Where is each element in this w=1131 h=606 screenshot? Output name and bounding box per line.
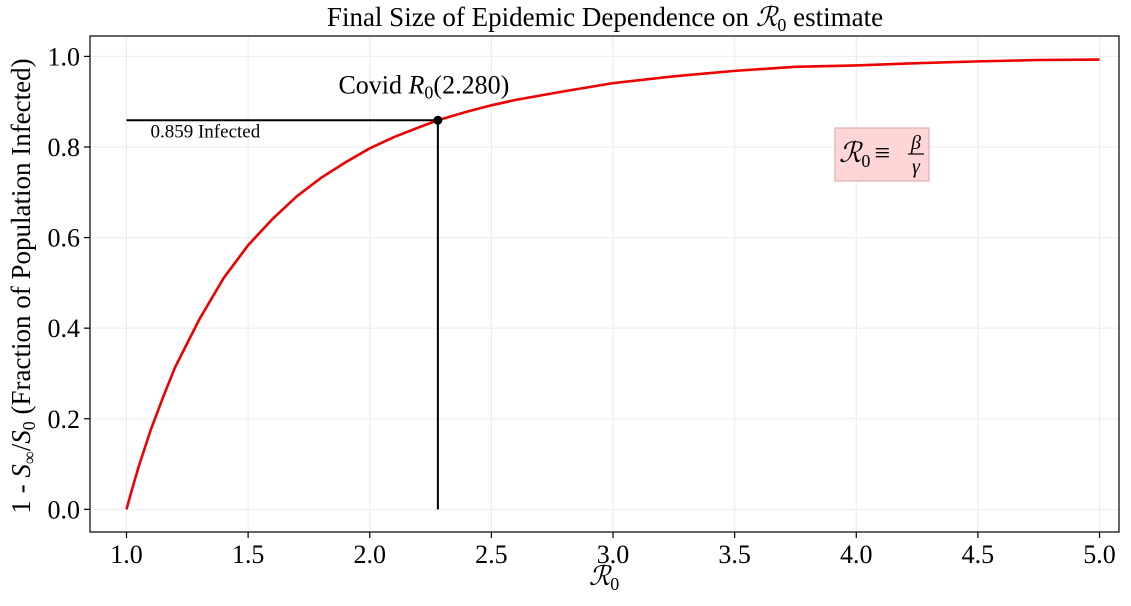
r0-formula-box: ℛ0 ≡ β γ <box>834 127 930 182</box>
x-tick-label: 1.0 <box>110 540 143 569</box>
grid-lines <box>90 36 1119 532</box>
covid-r0-point <box>433 115 443 125</box>
x-axis-label: ℛ0 <box>589 561 620 594</box>
x-tick-label: 3.5 <box>718 540 751 569</box>
x-tick-label: 1.5 <box>232 540 265 569</box>
plot-area-frame <box>89 35 1120 533</box>
y-tick-label: 1.0 <box>48 42 81 71</box>
chart-title: Final Size of Epidemic Dependence on ℛ0 … <box>327 2 883 35</box>
y-axis: 0.0 0.2 0.4 0.6 0.8 1.0 <box>48 42 90 524</box>
x-axis: 1.0 1.5 2.0 2.5 3.0 3.5 4.0 4.5 5.0 <box>110 532 1116 569</box>
formula-lhs: ℛ0 ≡ <box>839 138 890 171</box>
x-tick-label: 2.0 <box>354 540 387 569</box>
y-tick-label: 0.2 <box>48 405 81 434</box>
y-axis-label: 1 - S∞/S0 (Fraction of Population Infect… <box>6 58 39 513</box>
x-tick-label: 4.5 <box>962 540 995 569</box>
y-tick-label: 0.4 <box>48 314 81 343</box>
x-tick-label: 5.0 <box>1083 540 1116 569</box>
final-size-curve <box>125 58 1100 510</box>
x-tick-label: 2.5 <box>475 540 508 569</box>
infected-fraction-annotation: 0.859 Infected <box>150 121 260 142</box>
y-tick-label: 0.0 <box>48 495 81 524</box>
y-tick-label: 0.8 <box>48 133 81 162</box>
formula-numerator-beta: β <box>910 132 921 154</box>
formula-denominator-gamma: γ <box>912 156 921 178</box>
x-tick-label: 3.0 <box>597 540 630 569</box>
covid-r0-annotation: Covid R0(2.280) <box>338 70 509 102</box>
x-tick-label: 4.0 <box>840 540 873 569</box>
y-tick-label: 0.6 <box>48 224 81 253</box>
